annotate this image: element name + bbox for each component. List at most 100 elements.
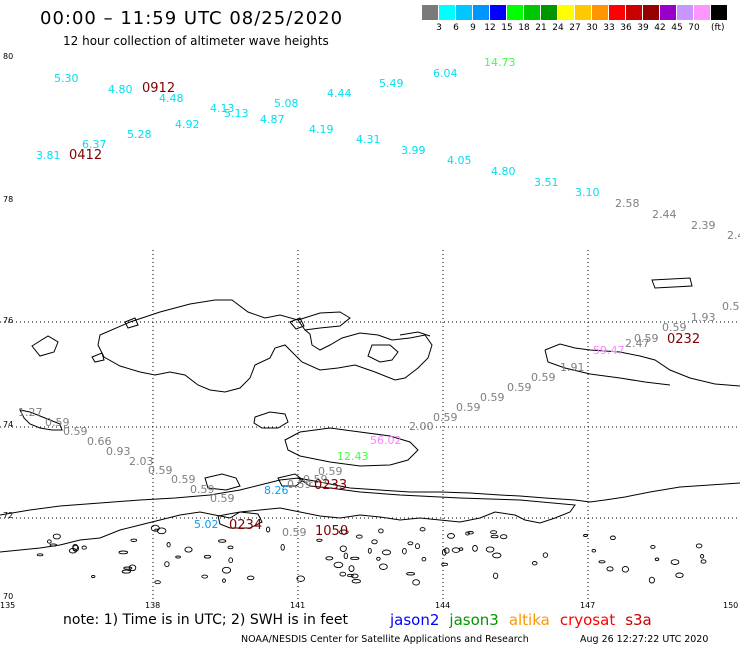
- wave-height-value: 4.19: [309, 123, 334, 136]
- islet: [379, 563, 388, 570]
- islet: [451, 547, 461, 553]
- islet: [227, 545, 234, 550]
- islet: [150, 524, 160, 532]
- islet: [675, 572, 684, 579]
- islet: [128, 564, 137, 572]
- islet: [598, 560, 606, 564]
- islet: [458, 547, 464, 551]
- wave-height-value: 14.73: [484, 56, 516, 69]
- islet: [406, 571, 416, 576]
- wave-height-value: 0.59: [45, 416, 70, 429]
- wave-height-value: 3.51: [534, 176, 559, 189]
- islet: [222, 578, 226, 583]
- islet: [280, 543, 285, 551]
- lon-label-138: 138: [145, 601, 161, 610]
- islet: [492, 552, 502, 559]
- scale-label: 33: [603, 23, 615, 33]
- generation-timestamp: Aug 26 12:27:22 UTC 2020: [580, 634, 709, 645]
- wave-height-value: 2.03: [129, 455, 154, 468]
- scale-swatch: [456, 5, 472, 20]
- scale-swatch: [541, 5, 557, 20]
- pass-time-label: 0233: [314, 478, 348, 493]
- pass-time-label: 0412: [69, 148, 103, 163]
- islet: [154, 580, 161, 585]
- islet: [485, 546, 495, 553]
- islet: [52, 533, 61, 540]
- scale-swatch: [473, 5, 489, 20]
- islet: [91, 574, 96, 579]
- scale-label: 42: [654, 23, 666, 33]
- islet: [367, 547, 372, 554]
- islet: [36, 553, 44, 557]
- scale-swatch: [694, 5, 710, 20]
- wave-height-value: 1.27: [18, 406, 43, 419]
- wave-height-value: 0.59: [662, 321, 687, 334]
- islet: [378, 528, 384, 534]
- islet: [441, 562, 449, 567]
- wave-height-value: 2.47: [625, 337, 650, 350]
- islet: [228, 557, 234, 564]
- scale-swatch: [422, 5, 438, 20]
- wave-height-value: 6.04: [433, 67, 458, 80]
- scale-swatch: [507, 5, 523, 20]
- islet: [583, 534, 588, 537]
- islet: [648, 576, 655, 584]
- scale-swatch: [677, 5, 693, 20]
- islet: [265, 526, 271, 533]
- scale-label: 6: [453, 23, 459, 33]
- islet: [412, 579, 420, 586]
- wave-height-value: 4.13: [210, 102, 235, 115]
- islet: [531, 561, 538, 566]
- satellite-jason3: jason3: [449, 611, 499, 629]
- islet: [325, 556, 334, 561]
- islet: [381, 549, 392, 556]
- islet: [376, 556, 381, 561]
- wave-height-value: 56.02: [370, 434, 402, 447]
- islet: [339, 545, 347, 552]
- wave-height-value: 0.59: [63, 425, 88, 438]
- islet: [348, 565, 355, 572]
- islet: [118, 550, 129, 555]
- lat-label-74: 74: [3, 420, 14, 429]
- wave-height-value: 4.05: [447, 154, 472, 167]
- scale-label: 70: [688, 23, 700, 33]
- islet: [201, 574, 209, 579]
- wave-height-value: 0.59: [480, 391, 505, 404]
- scale-swatch: [626, 5, 642, 20]
- credit-line: NOAA/NESDIS Center for Satellite Applica…: [241, 634, 529, 645]
- islet: [246, 575, 255, 581]
- wave-height-value: 4.44: [327, 87, 352, 100]
- wave-height-value: 0.59: [171, 473, 196, 486]
- islet: [130, 538, 138, 542]
- wave-height-value: 4.87: [260, 113, 285, 126]
- wave-height-value: 1.93: [691, 311, 716, 324]
- lon-label-135: 135: [0, 601, 16, 610]
- islet: [72, 543, 79, 551]
- wave-height-value: 4.80: [491, 165, 516, 178]
- islet: [700, 554, 705, 559]
- wave-height-value: 2.39: [691, 219, 716, 232]
- coastlines: [0, 277, 740, 553]
- scale-label: 9: [470, 23, 476, 33]
- pass-time-label: 0234: [229, 518, 263, 533]
- islet: [415, 543, 420, 550]
- wave-height-value: 4.48: [159, 92, 184, 105]
- wave-height-value: 0.59: [456, 401, 481, 414]
- islet: [695, 543, 703, 549]
- wave-height-value: 0.59: [190, 483, 215, 496]
- islet: [166, 542, 171, 548]
- islet: [490, 534, 499, 539]
- lat-label-72: 72: [3, 511, 14, 520]
- scale-label: 24: [552, 23, 564, 33]
- scale-swatch: [643, 5, 659, 20]
- scale-label: 39: [637, 23, 649, 33]
- islet: [447, 533, 455, 539]
- islet: [700, 559, 707, 564]
- satellite-altika: altika: [508, 611, 550, 629]
- lon-label-141: 141: [290, 601, 306, 610]
- islet: [402, 547, 407, 555]
- islet: [343, 552, 348, 560]
- wave-height-value: 2.4: [727, 229, 740, 242]
- wave-height-value: 0.59: [210, 492, 235, 505]
